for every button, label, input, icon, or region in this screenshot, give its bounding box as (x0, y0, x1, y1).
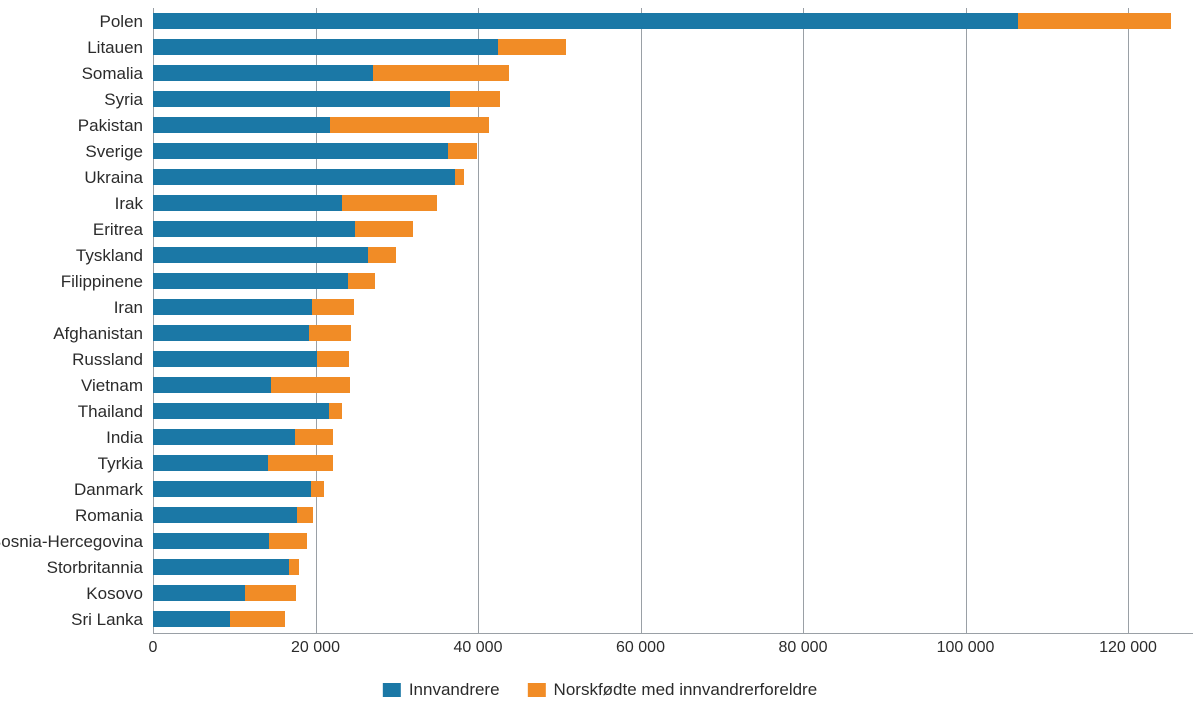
y-tick-label: Vietnam (81, 377, 143, 394)
y-tick-label: Tyskland (76, 247, 143, 264)
bar-segment-norskfodte (1018, 13, 1171, 29)
legend-swatch (528, 683, 546, 697)
immigration-bar-chart: 020 00040 00060 00080 000100 000120 000 … (0, 0, 1200, 709)
bar-segment-innvandrere (153, 299, 312, 315)
y-tick-label: Iran (114, 299, 143, 316)
y-tick-label: Kosovo (86, 585, 143, 602)
bar-segment-innvandrere (153, 91, 450, 107)
x-tick-label: 120 000 (1099, 639, 1157, 657)
y-tick-label: Thailand (78, 403, 143, 420)
bar-segment-norskfodte (317, 351, 349, 367)
bar-segment-innvandrere (153, 39, 498, 55)
bar-segment-norskfodte (297, 507, 313, 523)
bar-segment-norskfodte (329, 403, 342, 419)
y-tick-label: Afghanistan (53, 325, 143, 342)
bar-segment-innvandrere (153, 247, 368, 263)
bar-segment-norskfodte (348, 273, 375, 289)
y-tick-label: India (106, 429, 143, 446)
bar-segment-norskfodte (269, 533, 306, 549)
bar-segment-norskfodte (498, 39, 565, 55)
bar-segment-innvandrere (153, 195, 342, 211)
bar-segment-innvandrere (153, 481, 311, 497)
bar-segment-innvandrere (153, 351, 317, 367)
bar-segment-innvandrere (153, 13, 1018, 29)
bar-segment-norskfodte (311, 481, 324, 497)
bar-segment-norskfodte (368, 247, 396, 263)
x-tick-label: 40 000 (454, 639, 503, 657)
bar-segment-innvandrere (153, 533, 269, 549)
bar-segment-innvandrere (153, 325, 309, 341)
x-tick-label: 80 000 (779, 639, 828, 657)
bar-segment-innvandrere (153, 377, 271, 393)
bar-segment-innvandrere (153, 403, 329, 419)
legend-label: Norskfødte med innvandrerforeldre (554, 680, 818, 700)
y-tick-label: Irak (115, 195, 143, 212)
bar-segment-innvandrere (153, 611, 230, 627)
bar-segment-norskfodte (268, 455, 333, 471)
bar-segment-norskfodte (312, 299, 353, 315)
y-tick-label: Pakistan (78, 117, 143, 134)
bar-segment-norskfodte (330, 117, 488, 133)
bar-segment-innvandrere (153, 221, 355, 237)
bar-segment-norskfodte (448, 143, 477, 159)
plot-area: 020 00040 00060 00080 000100 000120 000 (153, 8, 1193, 633)
y-tick-label: Storbritannia (47, 559, 143, 576)
y-axis-labels: Polen Litauen Somalia Syria Pakistan Sverige U… (0, 8, 143, 633)
bar-segment-norskfodte (342, 195, 437, 211)
y-tick-label: Eritrea (93, 221, 143, 238)
bar-segment-norskfodte (295, 429, 332, 445)
bar-segment-innvandrere (153, 65, 373, 81)
y-tick-label: Somalia (82, 65, 143, 82)
bar-segment-norskfodte (355, 221, 413, 237)
y-tick-label: Filippinene (61, 273, 143, 290)
y-tick-label: Russland (72, 351, 143, 368)
y-tick-label: Polen (100, 13, 143, 30)
bar-segment-innvandrere (153, 143, 448, 159)
bar-segment-norskfodte (271, 377, 350, 393)
bar-segment-norskfodte (373, 65, 509, 81)
bar-segment-innvandrere (153, 559, 289, 575)
legend-item: Norskfødte med innvandrerforeldre (528, 680, 818, 700)
bar-segment-norskfodte (230, 611, 285, 627)
bar-segment-innvandrere (153, 117, 330, 133)
y-tick-label: Romania (75, 507, 143, 524)
bar-segment-norskfodte (455, 169, 464, 185)
legend-label: Innvandrere (409, 680, 500, 700)
bar-segment-norskfodte (289, 559, 300, 575)
bar-segment-innvandrere (153, 455, 268, 471)
bar-segment-innvandrere (153, 585, 245, 601)
bar-segment-norskfodte (245, 585, 296, 601)
x-tick-label: 60 000 (616, 639, 665, 657)
y-tick-label: Sri Lanka (71, 611, 143, 628)
y-tick-label: Ukraina (84, 169, 143, 186)
gridline (966, 8, 967, 633)
y-tick-label: Litauen (87, 39, 143, 56)
gridline (803, 8, 804, 633)
x-axis-line (153, 633, 1193, 634)
x-tick-label: 20 000 (291, 639, 340, 657)
bar-segment-norskfodte (450, 91, 500, 107)
legend-swatch (383, 683, 401, 697)
bar-segment-innvandrere (153, 169, 455, 185)
y-tick-label: Bosnia-Hercegovina (0, 533, 143, 550)
legend-item: Innvandrere (383, 680, 500, 700)
legend: Innvandrere Norskfødte med innvandrerfore… (383, 680, 817, 700)
y-tick-label: Tyrkia (98, 455, 143, 472)
gridline (641, 8, 642, 633)
gridline (1128, 8, 1129, 633)
y-tick-label: Danmark (74, 481, 143, 498)
y-tick-label: Syria (104, 91, 143, 108)
bar-segment-innvandrere (153, 273, 348, 289)
x-tick-label: 100 000 (937, 639, 995, 657)
y-tick-label: Sverige (85, 143, 143, 160)
bar-segment-norskfodte (309, 325, 351, 341)
bar-segment-innvandrere (153, 429, 295, 445)
bar-segment-innvandrere (153, 507, 297, 523)
x-tick-label: 0 (149, 639, 158, 657)
